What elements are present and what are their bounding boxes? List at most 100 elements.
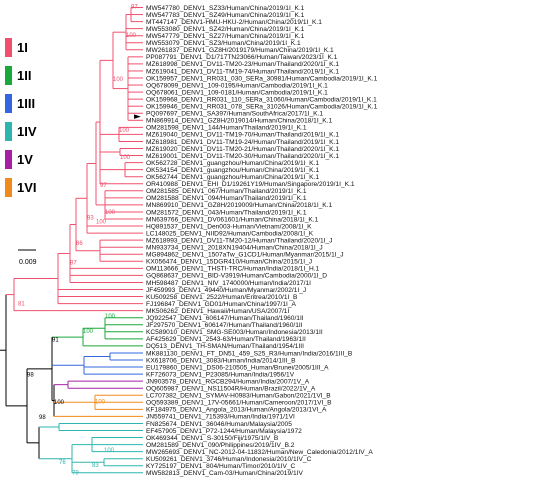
leaf-label: MW553079_DENV1_SZ3/Human/China/2019/1I_K… — [146, 40, 301, 47]
tree-branches — [0, 7, 143, 474]
leaf-label: MW547783_DENV1_SZ49/Human/China/2019/1I_… — [146, 12, 305, 19]
leaf-label: FN825674_DENV1_36046/Human/Malaysia/2005 — [146, 421, 292, 428]
bootstrap-value: 98 — [27, 373, 34, 379]
leaf-label: LC707382_DENV1_SYMAV-H0983/Human/Gabon/2… — [146, 393, 331, 400]
bootstrap-value: 100 — [96, 220, 107, 226]
leaf-label: KY725197_DENV1_804/Human/Timor/2010/1IV_… — [146, 463, 296, 470]
legend-label: 1V — [17, 152, 33, 167]
leaf-label: OM281588_DENV1_094/Human/Thailand/2019/1… — [146, 195, 307, 202]
legend-label: 1II — [17, 68, 32, 83]
leaf-label: FJ196847_DENV1_GD01/Human/China/1997/1I_… — [146, 301, 297, 308]
leaf-label: KF726073_DENV1_P23085/Human/India/1956/1… — [146, 371, 295, 378]
leaf-label: MZ618981_DENV1_DV11-TM19-24/Human/Thaila… — [146, 139, 339, 146]
leaf-label: MW265693_DENV1_NC-2012-04-11832/Human/Ne… — [146, 449, 373, 456]
leaf-label: MZ619041_DENV1_DV11-TM19-74/Human/Thaila… — [146, 68, 339, 75]
leaf-label: JF297570_DENV1_606147/Human/Thailand/196… — [146, 322, 303, 329]
leaf-label: MG894862_DENV1_1507aTw_G1CD1/Human/Myanm… — [146, 252, 344, 259]
bootstrap-value: 100 — [83, 329, 94, 335]
bootstrap-value: 97 — [100, 183, 107, 189]
leaf-label: MZ618993_DENV1_DV11-TM20-12/Human/Thaila… — [146, 237, 332, 244]
leaf-label: DQ513_DENV1_TH-SMAN/Human/Thailand/1954/… — [146, 343, 304, 350]
leaf-label: PQ097697_DENV1_SA397/Human/SouthAfrica/2… — [146, 111, 323, 118]
leaf-label: OM281598_DENV1_144/Human/Thailand/2019/1… — [146, 125, 307, 132]
leaf-label: OK159957_DENV1_RR031_030_SERa_30981/Huma… — [146, 75, 378, 82]
leaf-label: OK159968_DENV1_RR031_110_SERa_31060/Huma… — [146, 96, 377, 103]
legend-color-swatch — [5, 66, 12, 85]
leaf-label: KX056474_DENV1_15DGR410/Human/China/2015… — [146, 259, 312, 266]
leaf-label: OQ593389_DENV1_17V-05661/Human/Cameroon/… — [146, 400, 332, 407]
bootstrap-value: 86 — [76, 241, 83, 247]
bootstrap-value: 100 — [95, 399, 106, 405]
legend-color-swatch — [5, 150, 12, 169]
leaf-label: OK534154_DENV1_guangzhou/Human/China/201… — [146, 167, 319, 174]
legend-color-swatch — [5, 38, 12, 57]
leaf-label: MW582813_DENV1_Cam-03/Human/China/2019/1… — [146, 470, 303, 477]
leaf-label: KU509258_DENV1_2522/Human/Eritrea/2010/1… — [146, 294, 298, 301]
bootstrap-value: 76 — [59, 460, 66, 466]
leaf-label: MW553080_DENV1_SZ42/Human/China/2019/1I_… — [146, 26, 305, 33]
leaf-label: KC589010_DENV1_SMG-SE003/Human/Indonesia… — [146, 329, 323, 336]
leaf-label: MZ618998_DENV1_DV11-TM20-23/Human/Thaila… — [146, 61, 339, 68]
leaf-label: AF425629_DENV1_2543-63/Human/Thailand/19… — [146, 336, 306, 343]
bootstrap-value: 91 — [52, 337, 59, 343]
leaf-label: JN903578_DENV1_RGCB294/Human/India/2007/… — [146, 378, 310, 385]
leaf-label: JN559741_DENV1_715393/Human/India/1971/1… — [146, 414, 295, 421]
legend-label: 1IV — [17, 124, 37, 139]
scale-bar: 0.009 — [18, 249, 37, 266]
leaf-label: LC148025_DENV1_NIID92/Human/Cambodia/200… — [146, 230, 314, 237]
leaf-label: EU179860_DENV1_DS06-210505_Human/Brunei/… — [146, 364, 329, 371]
leaf-label: EF457905_DENV1_P72-1244/Human/Malaysia/1… — [146, 428, 302, 435]
leaf-label: MK881130_DENV1_FT_DN51_459_S25_R3/Human/… — [146, 350, 353, 357]
bootstrap-value: 83 — [92, 463, 99, 469]
leaf-label: OQ605987_DENV1_NS11504R/Human/Brazil/202… — [146, 386, 316, 393]
leaf-label: GQ868637_DENV1_BID-V3919/Human/Cambodia/… — [146, 273, 327, 280]
bootstrap-value: 79 — [72, 471, 79, 477]
leaf-label: MZ619001_DENV1_DV11-TM20-30/Human/Thaila… — [146, 153, 339, 160]
leaf-label: OQ678099_DENV1_109-0195/Human/Cambodia/2… — [146, 82, 328, 89]
leaf-label: OM281585_DENV1_067/Human/Thailand/2019/1… — [146, 188, 307, 195]
bootstrap-value: 100 — [113, 77, 124, 83]
leaf-label: MN869910_DENV1_GZ8H/2019009/Human/China/… — [146, 202, 333, 209]
legend-label: 1VI — [17, 180, 37, 195]
bootstrap-value: 98 — [39, 415, 46, 421]
leaf-label: OK469344_DENV1_S-30150/Fiji/1975/1IV_B — [146, 435, 279, 442]
leaf-label: KU509261_DENV1_3746/Human/Indonesia/2010… — [146, 456, 312, 463]
legend-color-swatch — [5, 122, 12, 141]
leaf-label: MN869914_DENV1_GZ8H/2019014/Human/China/… — [146, 118, 333, 125]
leaf-label: OM281589_DENV1_090/Philippines/2019/1IV_… — [146, 442, 295, 449]
leaf-label: OR410988_DENV1_EHI_D1/19261Y19/Human/Sin… — [146, 181, 355, 188]
leaf-label: MT447147_DENV1-HMU-HKU-2/Human/China/201… — [146, 19, 322, 26]
bootstrap-value: 100 — [104, 448, 115, 454]
legend-color-swatch — [5, 94, 12, 113]
bootstrap-value: 81 — [18, 301, 25, 307]
scale-bar-label: 0.009 — [19, 259, 37, 266]
bootstrap-value: 100 — [105, 210, 116, 216]
triangle-marker-icon: ► — [134, 112, 141, 122]
bootstrap-value: 87 — [70, 261, 77, 267]
bootstrap-value: 93 — [87, 215, 94, 221]
legend-color-swatch — [5, 178, 12, 197]
leaf-label: MW547780_DENV1_SZ33/Human/China/2019/1I_… — [146, 5, 305, 12]
leaf-label: MW261837_DENV1_GZ8H/2019179/Human/China/… — [146, 47, 334, 54]
leaf-label: MH598487_DENV1_NIV_1740000/Human/India/2… — [146, 280, 311, 287]
bootstrap-value: 97 — [131, 5, 138, 11]
leaf-label: MN639766_DENV1_DV061601/Human/China/2018… — [146, 216, 319, 223]
leaf-label: KX618706_DENV1_3083/Human/India/2014/1II… — [146, 357, 296, 364]
leaf-label: MK506262_DENV1_Hawaii/Human/USA/2007/1I — [146, 308, 289, 315]
leaf-label: MW547779_DENV1_SZ27/Human/China/2019/1I_… — [146, 33, 305, 40]
leaf-label: MN933734_DENV1_2018XN19404/Human/China/2… — [146, 245, 323, 252]
leaf-label: KF184975_DENV1_Angola_2013/Human/Angola/… — [146, 407, 327, 414]
leaf-label: OQ678061_DENV1_109-0181/Human/Cambodia/2… — [146, 89, 328, 96]
bootstrap-value: 100 — [120, 155, 131, 161]
legend-label: 1I — [17, 40, 28, 55]
bootstrap-value: 100 — [105, 314, 116, 320]
bootstrap-value: 100 — [126, 33, 137, 39]
leaf-label: OK159946_DENV1_RR031_078_SERa_31026/Huma… — [146, 104, 378, 111]
leaf-label: JF459993_DENV1_49440/Human/Myanmar/2002/… — [146, 287, 306, 294]
leaf-label: OM113666_DENV1_THSTI-TRC/Human/India/201… — [146, 266, 320, 273]
leaf-label: JQ922547_DENV1_606147/Human/Thailand/196… — [146, 315, 304, 322]
leaf-label: PP087791_DENV1_D1/717TN23066/Human/Taiwa… — [146, 54, 338, 61]
leaf-labels: MW547780_DENV1_SZ33/Human/China/2019/1I_… — [146, 5, 378, 477]
leaf-label: HQ891537_DENV1_Den003-Human/Vietnam/2008… — [146, 223, 312, 230]
